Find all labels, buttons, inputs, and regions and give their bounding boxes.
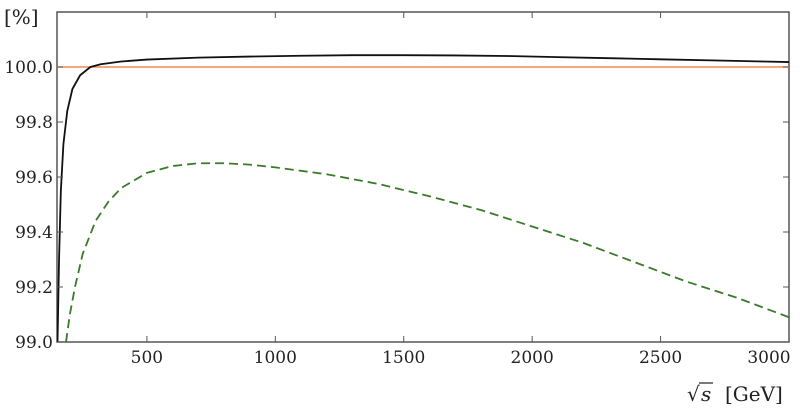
- y-tick-label: 99.0: [15, 333, 53, 353]
- x-axis-label: √ s [GeV]: [687, 382, 783, 406]
- x-tick-label: 1000: [254, 348, 297, 368]
- solid-series-line: [57, 54, 789, 342]
- y-tick-label: 99.8: [15, 113, 53, 133]
- y-axis-label: [%]: [4, 5, 39, 29]
- x-tick-label: 2000: [511, 348, 554, 368]
- x-axis-label-unit: [GeV]: [725, 382, 783, 406]
- tick-layer: 500 1000 1500 2000 2500 3000 99.0 99.2 99.4 99.6 9…: [4, 12, 791, 368]
- series-layer: [57, 54, 789, 342]
- x-axis-label-var: s: [701, 382, 711, 406]
- x-tick-label: 3000: [747, 348, 790, 368]
- x-axis-label-sqrt: √: [687, 382, 700, 406]
- y-tick-label: 99.2: [15, 278, 53, 298]
- x-tick-label: 1500: [382, 348, 425, 368]
- y-tick-label: 99.6: [15, 168, 53, 188]
- dashed-series-line: [65, 162, 789, 342]
- y-tick-label: 99.4: [15, 223, 53, 243]
- x-tick-label: 2500: [639, 348, 682, 368]
- x-tick-label: 500: [131, 348, 163, 368]
- y-tick-label: 100.0: [4, 58, 53, 78]
- plot-frame: [56, 11, 790, 343]
